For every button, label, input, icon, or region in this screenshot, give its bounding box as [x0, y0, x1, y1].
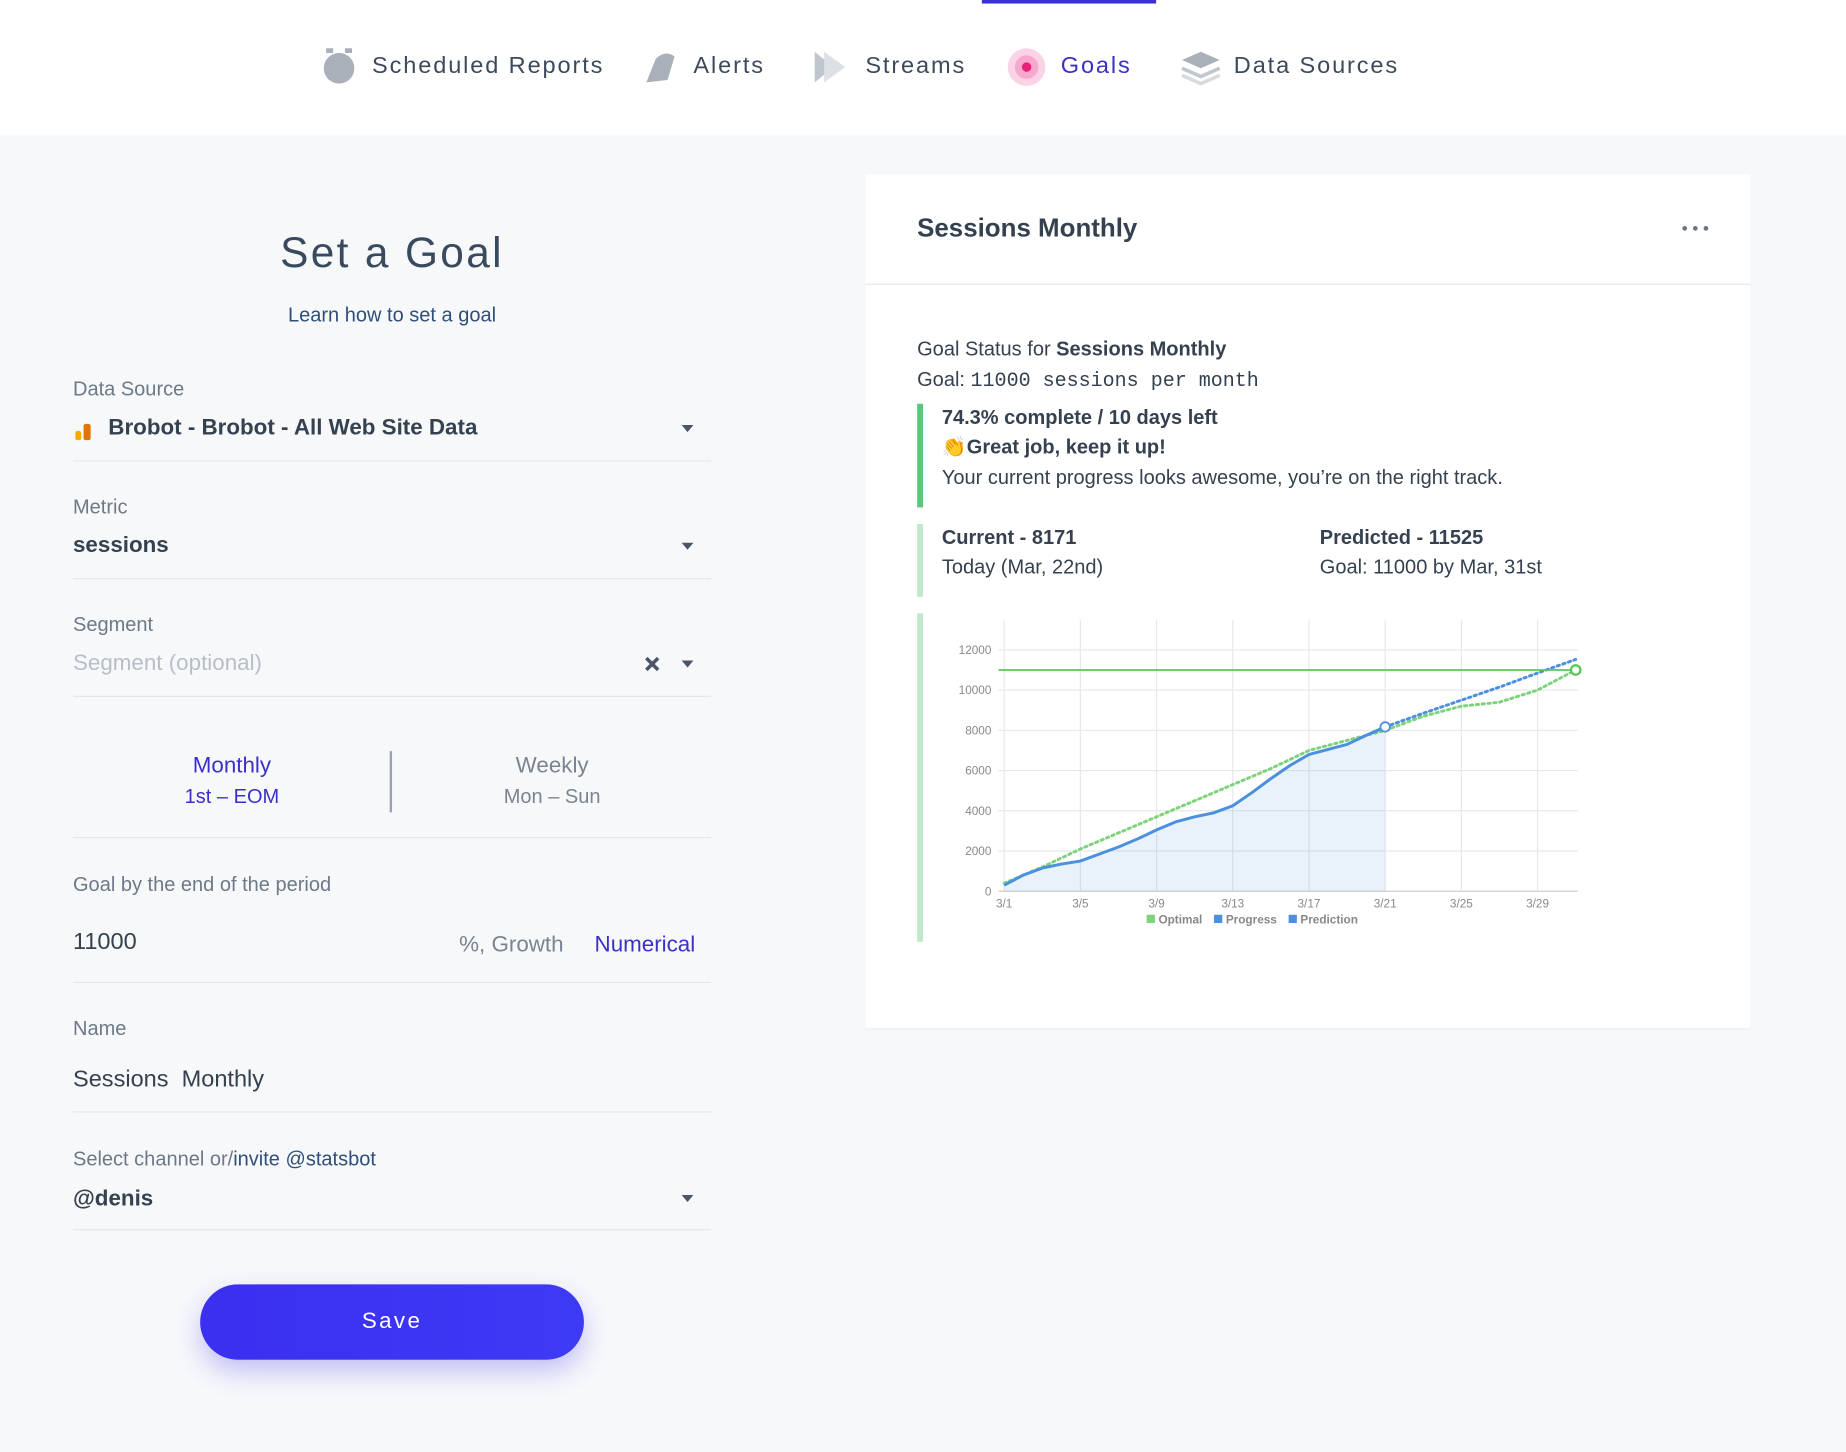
field-label: Select channel or/invite @statsbot: [73, 1148, 376, 1172]
field-label: Metric: [72, 495, 128, 519]
clear-icon[interactable]: [644, 656, 660, 672]
period-range: 1st – EOM: [184, 785, 280, 808]
predicted-sub: Goal: 11000 by Mar, 31st: [1319, 555, 1542, 579]
placeholder[interactable]: Segment (optional): [72, 651, 263, 676]
current-marker: [1379, 721, 1391, 733]
current-sub: Today (Mar, 22nd): [941, 555, 1104, 579]
x-tick-label: 3/5: [1072, 898, 1089, 911]
goal-marker: [1569, 664, 1582, 676]
x-tick-label: 3/9: [1148, 898, 1164, 911]
dropdown-caret[interactable]: [681, 542, 694, 550]
ga-icon: [75, 423, 91, 441]
period-range: Mon – Sun: [503, 785, 601, 808]
chart-bar: [917, 613, 924, 942]
field-label-text: Select channel or/: [72, 1147, 234, 1171]
separator: [865, 283, 1751, 285]
top-nav: Scheduled Reports Alerts Streams Goals D…: [0, 0, 1846, 136]
period-name[interactable]: Weekly: [515, 753, 589, 779]
line: [1002, 668, 1578, 885]
progress-text: 74.3% complete / 10 days left: [941, 406, 1218, 429]
separator: [72, 1111, 712, 1113]
field-value[interactable]: sessions: [72, 533, 169, 559]
y-tick-label: 0: [985, 885, 992, 898]
mode-option[interactable]: %, Growth: [459, 932, 564, 958]
mode-option[interactable]: Numerical: [594, 932, 696, 958]
invite-link[interactable]: invite @statsbot: [233, 1147, 376, 1171]
separator: [72, 695, 712, 697]
field-value[interactable]: Brobot - Brobot - All Web Site Data: [108, 415, 478, 441]
goals-icon: [1007, 48, 1046, 86]
goal-text: 11000 sessions per month: [970, 370, 1259, 394]
more-menu[interactable]: [1681, 224, 1712, 233]
goal-card: [865, 174, 1751, 1028]
dropdown-caret[interactable]: [681, 1194, 694, 1203]
y-tick-label: 12000: [959, 644, 992, 657]
name-input[interactable]: Sessions Monthly: [72, 1066, 265, 1093]
streams-icon: [814, 51, 846, 83]
clock-icon: [323, 48, 355, 84]
data-sources-icon: [1181, 51, 1221, 86]
nav-item[interactable]: Streams: [865, 52, 967, 79]
nav-item[interactable]: Data Sources: [1233, 52, 1400, 79]
x-tick-label: 3/1: [996, 898, 1012, 911]
separator: [72, 460, 712, 462]
x-tick-label: 3/29: [1526, 898, 1549, 911]
x-tick-label: 3/13: [1221, 898, 1244, 911]
line: [1003, 725, 1386, 887]
nav-item[interactable]: Scheduled Reports: [372, 52, 605, 79]
field-label: Goal by the end of the period: [72, 873, 332, 896]
area: [1004, 726, 1386, 892]
field-label: Data Source: [72, 377, 185, 401]
predicted-title: Predicted - 11525: [1319, 526, 1484, 549]
save-button[interactable]: Save: [200, 1284, 584, 1360]
card-title: Sessions Monthly: [917, 213, 1138, 243]
status-bar: [917, 403, 924, 508]
y-tick-label: 10000: [959, 684, 992, 697]
nav-item[interactable]: Goals: [1060, 52, 1132, 79]
legend-swatch: [1288, 914, 1297, 924]
legend-label: Progress: [1226, 914, 1277, 927]
separator: [72, 981, 712, 984]
y-tick-label: 2000: [965, 845, 992, 858]
status-line: Goal Status for Sessions Monthly: [917, 338, 1226, 362]
goal-line-text: Goal: 11000 sessions per month: [917, 368, 1259, 393]
praise-text: 👏Great job, keep it up!: [941, 435, 1166, 458]
stats-bar: [917, 523, 924, 597]
goal-chart: 0 2000 4000 6000 8000 10000 12000 3/1 3/5 3/9 3/13…: [959, 619, 1582, 927]
form-title: Set a Goal: [280, 228, 504, 277]
goal-prefix: Goal:: [917, 368, 965, 391]
separator: [72, 837, 712, 839]
separator: [72, 578, 712, 580]
status-name: Sessions Monthly: [1056, 337, 1227, 361]
goal-input[interactable]: 11000: [72, 928, 137, 955]
status-prefix: Goal Status for: [917, 337, 1051, 361]
separator: [72, 1229, 712, 1231]
y-tick-label: 4000: [965, 805, 992, 818]
message-text: Your current progress looks awesome, you…: [941, 466, 1503, 489]
bell-icon: [646, 53, 675, 83]
divider: [389, 751, 393, 813]
legend-label: Optimal: [1158, 914, 1202, 927]
legend-swatch: [1214, 914, 1223, 924]
x-tick-label: 3/25: [1450, 898, 1473, 911]
current-title: Current - 8171: [941, 526, 1077, 549]
period-name[interactable]: Monthly: [192, 753, 272, 779]
field-label: Name: [72, 1017, 127, 1040]
dropdown-caret[interactable]: [681, 660, 694, 668]
field-label: Segment: [72, 613, 154, 636]
x-tick-label: 3/17: [1298, 898, 1321, 911]
x-tick-label: 3/21: [1374, 898, 1397, 911]
active-indicator: [981, 0, 1157, 4]
dropdown-caret[interactable]: [681, 425, 694, 433]
field-value[interactable]: @denis: [72, 1186, 154, 1212]
nav-item[interactable]: Alerts: [693, 52, 765, 79]
help-link[interactable]: Learn how to set a goal: [287, 303, 497, 327]
y-tick-label: 6000: [965, 765, 992, 778]
y-tick-label: 8000: [965, 724, 992, 737]
legend-label: Prediction: [1300, 914, 1358, 927]
legend-swatch: [1146, 914, 1155, 924]
